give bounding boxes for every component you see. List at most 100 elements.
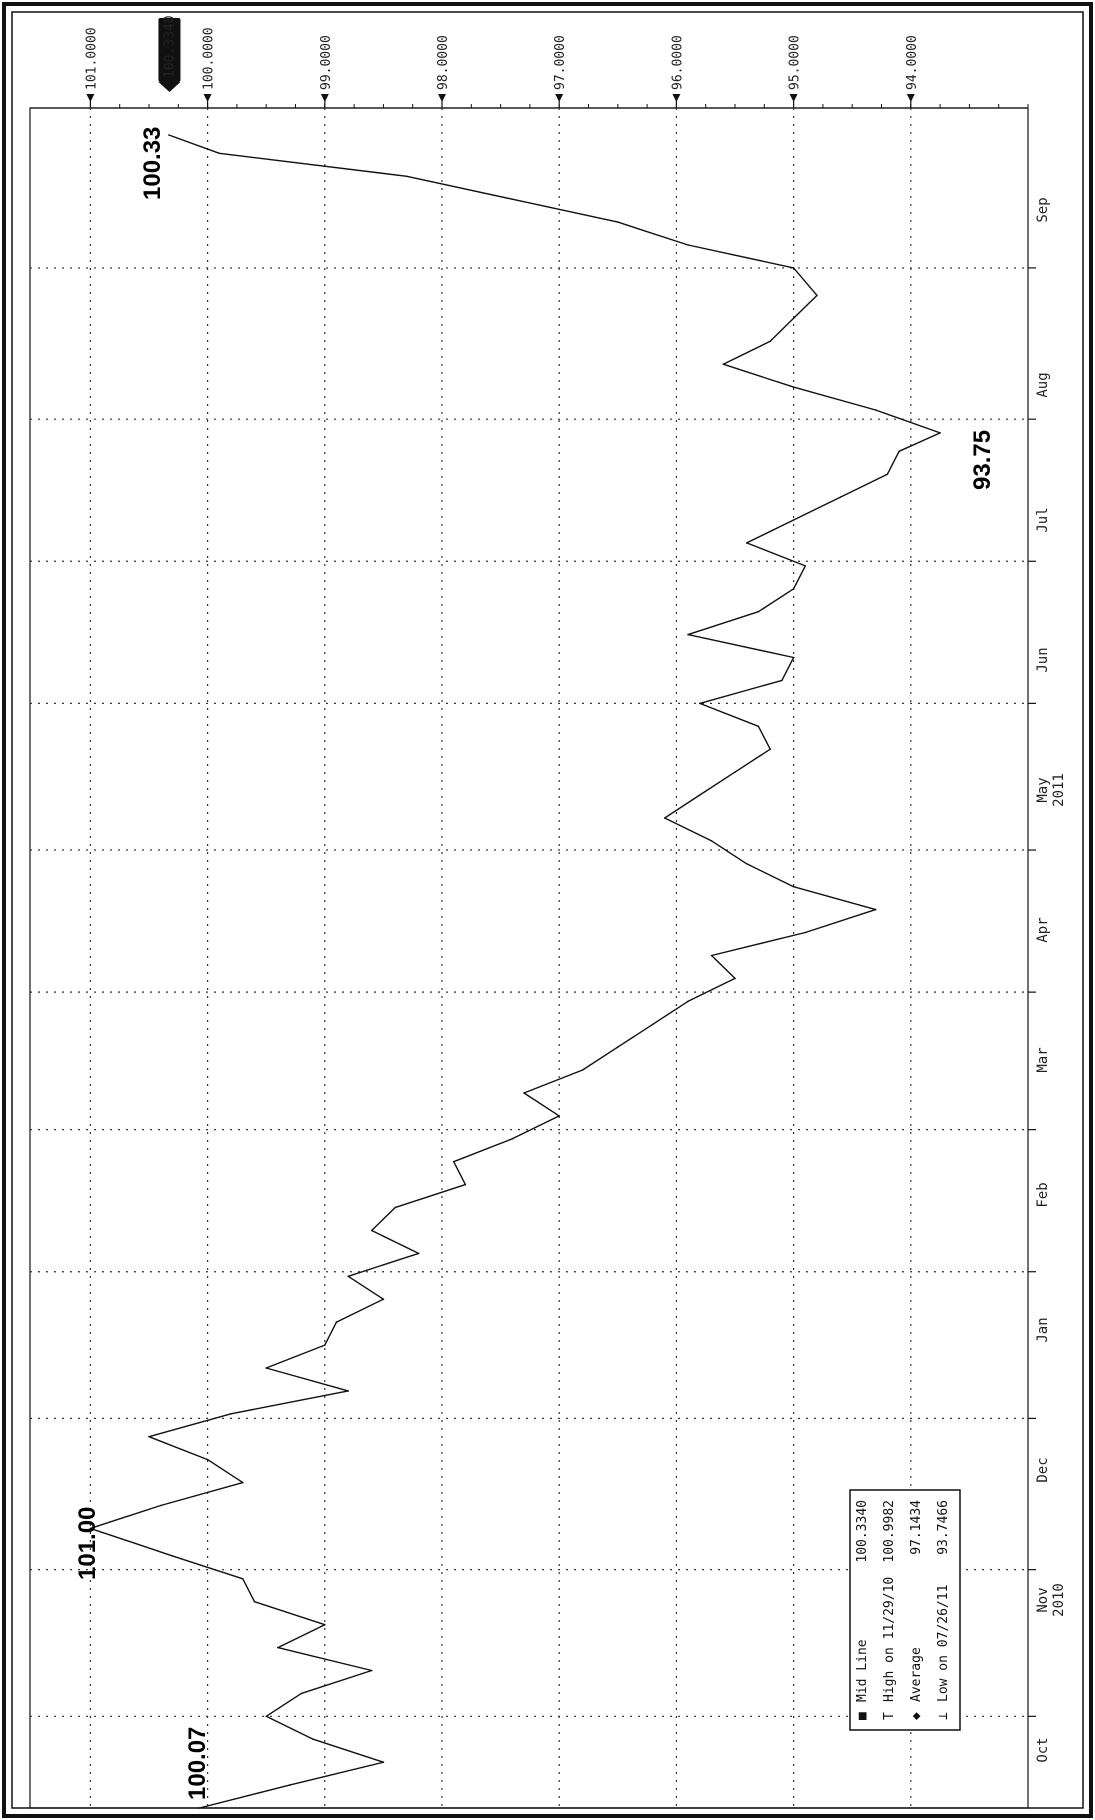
data-point — [335, 1321, 338, 1323]
month-label: Jan — [1035, 1317, 1051, 1342]
month-label: May — [1035, 777, 1051, 802]
data-point — [242, 1578, 244, 1580]
data-point — [558, 1115, 560, 1117]
data-point — [886, 473, 889, 476]
data-point — [523, 1092, 525, 1094]
data-point — [804, 565, 807, 567]
data-point — [769, 340, 771, 343]
data-point — [792, 519, 795, 521]
data-point — [511, 1138, 514, 1140]
legend-value: 100.9982 — [882, 1500, 897, 1563]
data-point — [792, 656, 795, 659]
last-value-label: 100.3340 — [162, 15, 177, 78]
data-point — [382, 1761, 385, 1763]
last-value-tag — [158, 18, 181, 82]
data-point — [168, 134, 170, 136]
price-tick-label: 100.0000 — [202, 27, 217, 90]
legend-label: Low on 07/26/11 — [936, 1585, 951, 1702]
callout-label: 100.07 — [184, 1727, 211, 1800]
data-point — [265, 1367, 268, 1369]
data-point — [710, 840, 713, 842]
data-point — [159, 1504, 162, 1507]
month-label: Feb — [1035, 1182, 1051, 1207]
price-tick-marker — [320, 94, 329, 102]
price-tick-label: 97.0000 — [553, 35, 568, 90]
data-point — [406, 175, 408, 178]
data-point — [792, 885, 795, 888]
legend-value: 100.3340 — [855, 1500, 870, 1563]
data-point — [939, 432, 941, 434]
data-point — [300, 1692, 303, 1695]
data-point — [242, 1481, 244, 1484]
callout-label: 101.00 — [74, 1507, 101, 1580]
callout-label: 93.75 — [969, 430, 996, 490]
data-point — [874, 908, 877, 911]
price-tick-label: 95.0000 — [788, 35, 803, 90]
data-point — [757, 725, 760, 728]
data-point — [839, 496, 842, 498]
data-point — [288, 1784, 291, 1786]
data-point — [769, 748, 771, 750]
data-point — [253, 1600, 256, 1603]
data-point — [874, 409, 877, 411]
data-point — [324, 1344, 326, 1346]
legend-symbol: ■ — [855, 1712, 870, 1720]
data-point — [792, 588, 795, 590]
data-point — [417, 1252, 420, 1255]
data-point — [617, 1046, 619, 1048]
data-point — [792, 386, 795, 388]
legend-label: Mid Line — [855, 1639, 870, 1702]
data-point — [792, 267, 795, 269]
data-point — [734, 977, 736, 980]
plot-area: Oct Nov 2010 Dec Jan Feb Mar Apr May 2011 Jun Jul Au… — [29, 15, 1067, 1809]
data-point — [265, 1715, 268, 1718]
price-tick-label: 101.0000 — [84, 27, 99, 90]
price-tick-marker — [906, 94, 915, 102]
data-point — [757, 610, 760, 613]
month-label: Mar — [1035, 1047, 1051, 1072]
data-point — [687, 633, 689, 636]
price-series-line — [89, 134, 941, 1809]
month-label: Jul — [1035, 507, 1051, 532]
data-point — [347, 1275, 350, 1278]
data-point — [148, 1435, 150, 1438]
data-point — [898, 450, 900, 453]
data-point — [452, 1160, 455, 1163]
data-point — [816, 294, 818, 297]
data-point — [781, 679, 783, 682]
callout-label: 100.33 — [139, 127, 166, 200]
data-point — [464, 1183, 467, 1186]
month-label: Apr — [1035, 917, 1051, 942]
price-tick-label: 99.0000 — [319, 35, 334, 90]
legend-symbol: ⊥ — [936, 1712, 951, 1720]
legend-symbol: T — [882, 1712, 897, 1720]
data-point — [745, 863, 748, 865]
year-label: 2010 — [1051, 1583, 1067, 1617]
data-point — [792, 317, 795, 320]
price-tick-marker — [203, 94, 212, 102]
price-tick-marker — [555, 94, 564, 102]
data-point — [804, 931, 807, 934]
legend-value: 97.1434 — [909, 1500, 924, 1555]
year-label: 2011 — [1051, 773, 1067, 807]
legend-label: High on 11/29/10 — [882, 1577, 897, 1702]
data-point — [687, 244, 689, 246]
data-point — [617, 221, 619, 223]
data-point — [722, 363, 725, 366]
data-point — [394, 1206, 396, 1209]
data-point — [277, 1646, 279, 1649]
legend-label: Average — [909, 1647, 924, 1702]
data-point — [171, 1555, 174, 1557]
price-tick-label: 96.0000 — [670, 35, 685, 90]
data-point — [710, 954, 713, 957]
data-point — [734, 771, 736, 773]
legend-symbol: ◆ — [909, 1712, 924, 1720]
data-point — [198, 1807, 201, 1809]
data-point — [347, 1390, 350, 1392]
data-point — [324, 1623, 326, 1626]
data-point — [652, 1023, 654, 1025]
data-point — [218, 152, 221, 155]
data-point — [370, 1669, 373, 1672]
data-point — [206, 1458, 209, 1461]
